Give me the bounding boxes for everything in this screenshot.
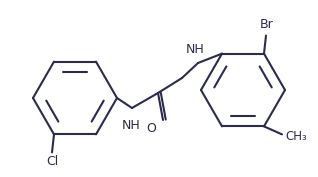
Text: NH: NH: [186, 43, 204, 56]
Text: Br: Br: [260, 18, 274, 31]
Text: CH₃: CH₃: [285, 130, 307, 143]
Text: O: O: [146, 122, 156, 135]
Text: Cl: Cl: [46, 155, 58, 168]
Text: NH: NH: [121, 119, 140, 132]
